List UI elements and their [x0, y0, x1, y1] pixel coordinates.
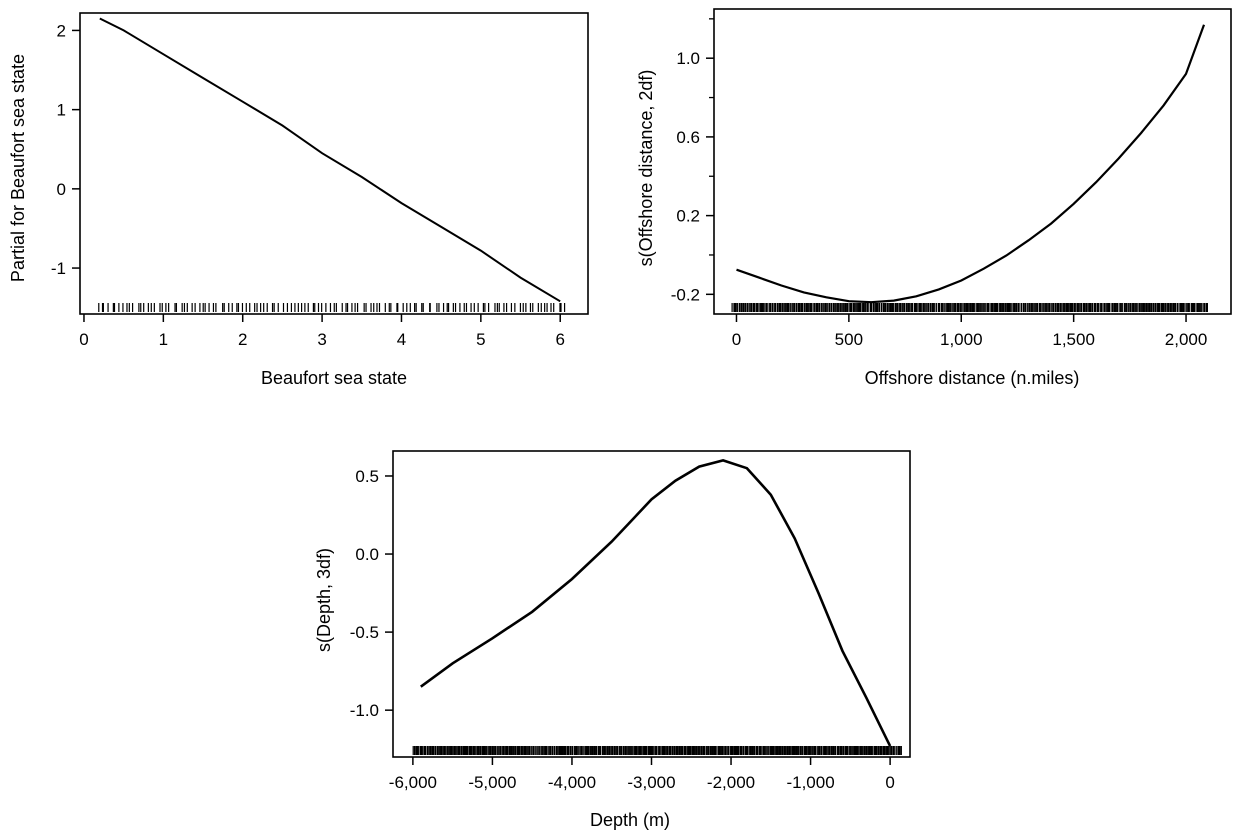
x-axis: 0 500 1,000 1,500 2,000: [732, 314, 1208, 349]
y-axis: -0.2 0.2 0.6 1.0: [671, 18, 714, 304]
x-tick-label: 5: [476, 330, 485, 349]
y-tick-label: -1: [51, 259, 66, 278]
y-tick-label: 2: [57, 21, 66, 40]
x-axis-label: Offshore distance (n.miles): [865, 368, 1080, 388]
x-tick-label: 2,000: [1165, 330, 1208, 349]
x-tick-label: -5,000: [468, 773, 516, 792]
x-tick-label: 2: [238, 330, 247, 349]
y-tick-label: 0: [57, 180, 66, 199]
x-tick-label: -1,000: [786, 773, 834, 792]
chart-depth: -6,000 -5,000 -4,000 -3,000 -2,000 -1,000 0 -1…: [314, 450, 911, 830]
plot-frame: [392, 450, 911, 758]
plot-frame: [713, 8, 1232, 315]
y-axis: -1.0 -0.5 0.0 0.5: [350, 467, 393, 720]
x-tick-label: -4,000: [548, 773, 596, 792]
series-line: [99, 17, 561, 303]
x-axis-label: Beaufort sea state: [261, 368, 407, 388]
x-tick-label: -2,000: [707, 773, 755, 792]
rug: [412, 746, 902, 755]
x-tick-label: 6: [555, 330, 564, 349]
y-axis-label: Partial for Beaufort sea state: [8, 54, 28, 282]
y-axis: -1 0 1 2: [51, 21, 80, 278]
x-tick-label: 3: [317, 330, 326, 349]
rug: [731, 303, 1208, 312]
series-line: [736, 24, 1206, 304]
y-tick-label: 1: [57, 101, 66, 120]
y-tick-label: 0.6: [676, 128, 700, 147]
x-tick-label: 0: [79, 330, 88, 349]
x-tick-label: 1: [159, 330, 168, 349]
series-line: [420, 459, 892, 747]
y-tick-label: -0.2: [671, 285, 700, 304]
x-axis-label: Depth (m): [590, 810, 670, 830]
x-tick-label: 4: [397, 330, 406, 349]
y-tick-label: 1.0: [676, 49, 700, 68]
rug: [98, 303, 566, 312]
y-axis-label: s(Depth, 3df): [314, 548, 334, 652]
x-tick-label: -3,000: [627, 773, 675, 792]
y-tick-label: 0.5: [355, 467, 379, 486]
x-tick-label: -6,000: [389, 773, 437, 792]
chart-beaufort: 0 1 2 3 4 5 6 -1 0 1 2 Beaufort sea state Partial…: [8, 12, 589, 388]
x-axis: 0 1 2 3 4 5 6: [79, 314, 565, 349]
y-tick-label: 0.0: [355, 545, 379, 564]
x-tick-label: 500: [835, 330, 863, 349]
x-tick-label: 1,000: [940, 330, 983, 349]
y-axis-label: s(Offshore distance, 2df): [636, 70, 656, 267]
x-tick-label: 0: [885, 773, 894, 792]
chart-offshore-distance: 0 500 1,000 1,500 2,000 -0.2 0.2 0.6 1.0 Offsho…: [636, 8, 1232, 388]
x-axis: -6,000 -5,000 -4,000 -3,000 -2,000 -1,000 0: [389, 757, 895, 792]
y-tick-label: -0.5: [350, 623, 379, 642]
x-tick-label: 1,500: [1052, 330, 1095, 349]
plot-frame: [79, 12, 589, 315]
y-tick-label: 0.2: [676, 207, 700, 226]
y-tick-label: -1.0: [350, 701, 379, 720]
x-tick-label: 0: [732, 330, 741, 349]
